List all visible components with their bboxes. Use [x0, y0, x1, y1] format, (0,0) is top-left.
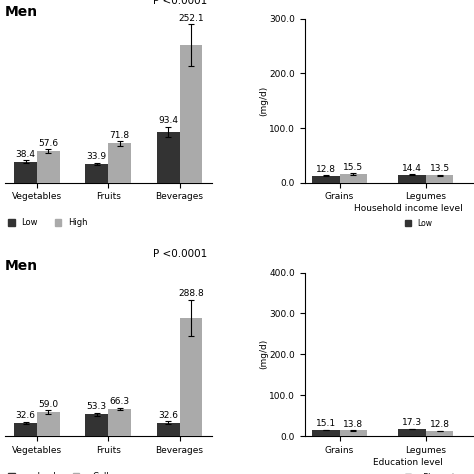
Bar	[157, 423, 180, 436]
Text: P <0.0001: P <0.0001	[154, 249, 208, 259]
Legend: Low: Low	[402, 216, 435, 231]
Bar	[312, 175, 339, 182]
Text: 33.9: 33.9	[87, 152, 107, 161]
Text: 252.1: 252.1	[178, 14, 204, 23]
Bar	[180, 45, 202, 182]
Bar	[339, 174, 367, 182]
Text: 13.5: 13.5	[429, 164, 449, 173]
Text: 93.4: 93.4	[158, 116, 178, 125]
Legend: y school, ≥College: y school, ≥College	[5, 469, 128, 474]
Text: 38.4: 38.4	[16, 150, 36, 159]
Bar	[85, 164, 108, 182]
Text: 14.4: 14.4	[402, 164, 422, 173]
Bar	[37, 412, 60, 436]
Text: 288.8: 288.8	[178, 289, 204, 298]
Text: Men: Men	[5, 258, 38, 273]
Bar	[339, 430, 367, 436]
Text: 13.8: 13.8	[343, 420, 364, 429]
Bar	[108, 144, 131, 182]
Bar	[180, 318, 202, 436]
Bar	[398, 175, 426, 182]
Text: 66.3: 66.3	[109, 397, 130, 406]
Bar	[85, 414, 108, 436]
Bar	[398, 429, 426, 436]
Text: 32.6: 32.6	[16, 411, 36, 420]
Text: 59.0: 59.0	[38, 400, 58, 409]
Text: P <0.0001: P <0.0001	[154, 0, 208, 6]
Text: 57.6: 57.6	[38, 138, 58, 147]
Text: 15.1: 15.1	[316, 419, 336, 428]
Legend: Low, High: Low, High	[5, 215, 91, 231]
Text: 53.3: 53.3	[87, 402, 107, 411]
Bar	[108, 409, 131, 436]
Text: Men: Men	[5, 5, 38, 19]
X-axis label: Household income level: Household income level	[354, 204, 463, 213]
Text: 12.8: 12.8	[429, 420, 449, 429]
Bar	[426, 431, 453, 436]
Y-axis label: (mg/d): (mg/d)	[259, 86, 268, 116]
Text: 71.8: 71.8	[109, 130, 130, 139]
Bar	[426, 175, 453, 182]
Text: 17.3: 17.3	[402, 418, 422, 427]
Text: 12.8: 12.8	[316, 165, 336, 174]
Text: 15.5: 15.5	[343, 163, 364, 172]
Bar	[312, 430, 339, 436]
Text: 32.6: 32.6	[158, 410, 178, 419]
X-axis label: Education level: Education level	[374, 457, 443, 466]
Y-axis label: (mg/d): (mg/d)	[259, 339, 268, 369]
Bar	[14, 162, 37, 182]
Bar	[14, 423, 37, 436]
Bar	[157, 132, 180, 182]
Legend: ≤Elementary s: ≤Elementary s	[402, 469, 474, 474]
Bar	[37, 151, 60, 182]
